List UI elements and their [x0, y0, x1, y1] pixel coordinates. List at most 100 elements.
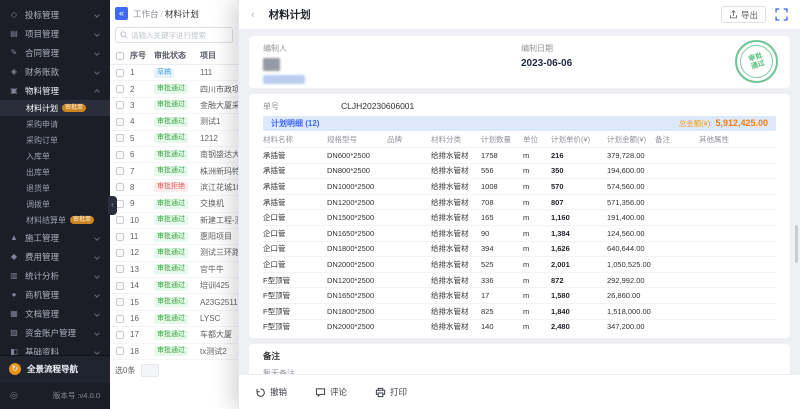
sidebar-group[interactable]: ● 商机管理 — [0, 285, 110, 304]
list-item[interactable]: 13 审批通过 官牛牛 — [110, 262, 238, 279]
row-checkbox[interactable] — [116, 68, 124, 77]
sidebar-subitem[interactable]: 调拨单 — [0, 196, 110, 212]
plan-card: 单号 CLJH20230606001 计划明细 (12) 总金额(¥): 5,9… — [249, 94, 790, 339]
collapse-sidebar-icon[interactable]: « — [115, 7, 128, 20]
sidebar-subitem[interactable]: 材料结算单 审批单 — [0, 212, 110, 228]
list-item[interactable]: 1 草稿 111 — [110, 65, 238, 82]
print-button[interactable]: 打印 — [375, 386, 407, 398]
undo-button[interactable]: 撤销 — [255, 386, 287, 398]
list-item[interactable]: 17 审批通过 车都大厦 — [110, 327, 238, 344]
sidebar-group-materials[interactable]: ▣ 物料管理 — [0, 81, 110, 100]
sidebar-subitem[interactable]: 采购订单 — [0, 132, 110, 148]
table-row[interactable]: F型顶管 DN1650*2500 给排水管材 17 m 1,580 26,860… — [263, 287, 776, 303]
list-item[interactable]: 11 审批通过 惠阳项目 — [110, 229, 238, 246]
sidebar-group-label: 基础资料 — [25, 346, 60, 357]
list-item[interactable]: 2 审批通过 四川市政项 — [110, 81, 238, 98]
sidebar-group[interactable]: ▤ 项目管理 — [0, 24, 110, 43]
cell-material-name: 承插管 — [263, 166, 286, 176]
pagination-button[interactable] — [141, 364, 160, 378]
sidebar-group[interactable]: ◆ 费用管理 — [0, 247, 110, 266]
sidebar-group[interactable]: ◇ 投标管理 — [0, 5, 110, 24]
list-item[interactable]: 6 审批通过 南钢盛达大 — [110, 147, 238, 164]
table-row[interactable]: F型顶管 DN2000*2500 给排水管材 140 m 2,480 347,2… — [263, 318, 776, 335]
material-table-body: 承插管 DN600*2500 给排水管材 1758 m 216 379,728.… — [263, 147, 776, 334]
table-row[interactable]: 承插管 DN800*2500 给排水管材 556 m 350 194,600.0… — [263, 162, 776, 179]
list-item[interactable]: 3 审批通过 金融大厦采 — [110, 98, 238, 115]
table-row[interactable]: 企口管 DN1500*2500 给排水管材 165 m 1,160 191,40… — [263, 209, 776, 225]
table-row[interactable]: F型顶管 DN1800*2500 给排水管材 825 m 1,840 1,518… — [263, 302, 776, 319]
status-badge: 审批通过 — [154, 280, 188, 291]
cell-spec: DN1800*2500 — [327, 306, 375, 316]
list-item[interactable]: 16 审批通过 LYSC — [110, 311, 238, 328]
list-item[interactable]: 15 审批通过 A23G2511 — [110, 294, 238, 311]
process-nav-button[interactable]: ↻ 全景流程导航 — [0, 355, 110, 381]
list-item[interactable]: 14 审批通过 培训425 — [110, 278, 238, 295]
row-checkbox[interactable] — [116, 232, 124, 241]
sidebar-group[interactable]: ▥ 统计分析 — [0, 266, 110, 285]
select-all-checkbox[interactable] — [116, 51, 124, 60]
cell-spec: DN2000*2500 — [327, 322, 375, 332]
export-button[interactable]: 导出 — [720, 6, 766, 23]
drawer-scrollbar[interactable] — [795, 225, 798, 263]
sidebar-subitem[interactable]: 采购申请 — [0, 116, 110, 132]
sidebar-subitem[interactable]: 出库单 — [0, 164, 110, 180]
table-row[interactable]: 企口管 DN1650*2500 给排水管材 90 m 1,384 124,560… — [263, 224, 776, 241]
row-checkbox[interactable] — [116, 199, 124, 208]
list-item[interactable]: 12 审批通过 测试三环路 — [110, 245, 238, 262]
cell-material-name: F型顶管 — [263, 306, 291, 316]
row-index: 11 — [130, 232, 139, 242]
row-checkbox[interactable] — [116, 134, 124, 143]
search-input[interactable] — [131, 30, 228, 40]
row-checkbox[interactable] — [116, 216, 124, 225]
row-checkbox[interactable] — [116, 248, 124, 257]
row-checkbox[interactable] — [116, 183, 124, 192]
sidebar-group-label: 文档管理 — [25, 308, 60, 319]
gear-icon[interactable]: ◎ — [10, 390, 18, 400]
comment-button[interactable]: 评论 — [315, 386, 347, 398]
selected-count: 选0条 — [115, 366, 136, 376]
row-checkbox[interactable] — [116, 117, 124, 126]
table-row[interactable]: 承插管 DN1000*2500 给排水管材 1008 m 570 574,560… — [263, 178, 776, 194]
breadcrumb-root[interactable]: 工作台 — [133, 8, 159, 19]
row-checkbox[interactable] — [116, 347, 124, 356]
row-checkbox[interactable] — [116, 150, 124, 159]
table-row[interactable]: 企口管 DN1800*2500 给排水管材 394 m 1,626 640,64… — [263, 240, 776, 257]
row-checkbox[interactable] — [116, 265, 124, 274]
sidebar-group[interactable]: ▧ 资金账户管理 — [0, 323, 110, 342]
drawer-collapse-icon[interactable]: ‹ — [251, 8, 255, 21]
list-item[interactable]: 5 审批通过 1212 — [110, 131, 238, 147]
row-checkbox[interactable] — [116, 314, 124, 323]
sidebar-group[interactable]: ◧ 基础资料 — [0, 342, 110, 357]
list-item[interactable]: 9 审批通过 交换机 — [110, 196, 238, 213]
sidebar-group[interactable]: ▲ 施工管理 — [0, 228, 110, 247]
sidebar-group[interactable]: ✎ 合同管理 — [0, 43, 110, 62]
table-row[interactable]: 企口管 DN2000*2500 给排水管材 525 m 2,001 1,050,… — [263, 256, 776, 272]
sidebar-subitem[interactable]: 材料计划 审批单 — [0, 100, 110, 116]
chevron-down-icon — [94, 253, 100, 260]
list-item[interactable]: 7 审批通过 株洲新玛特 — [110, 163, 238, 180]
list-item[interactable]: 4 审批通过 测试1 — [110, 114, 238, 131]
row-checkbox[interactable] — [116, 298, 124, 307]
list-item[interactable]: 10 审批通过 新建工程-测 — [110, 213, 238, 229]
chevron-down-icon — [94, 234, 100, 241]
sidebar-subitem[interactable]: 入库单 — [0, 148, 110, 164]
sidebar-group[interactable]: ◈ 财务账款 — [0, 62, 110, 81]
table-row[interactable]: 承插管 DN1200*2500 给排水管材 708 m 807 571,356.… — [263, 193, 776, 210]
list-item[interactable]: 18 审批通过 tx测试2 — [110, 344, 238, 361]
sidebar-subitem-label: 采购申请 — [26, 119, 58, 129]
sidebar-group[interactable]: ▦ 文档管理 — [0, 304, 110, 323]
row-checkbox[interactable] — [116, 330, 124, 339]
sidebar-collapse-handle[interactable]: ‹ — [108, 196, 117, 215]
cell-price: 807 — [551, 197, 564, 207]
fullscreen-icon[interactable] — [775, 8, 788, 21]
status-badge: 审批通过 — [154, 346, 188, 357]
table-row[interactable]: 承插管 DN600*2500 给排水管材 1758 m 216 379,728.… — [263, 147, 776, 163]
status-badge: 审批通过 — [154, 198, 188, 209]
row-checkbox[interactable] — [116, 281, 124, 290]
list-item[interactable]: 8 审批拒绝 滨江花城10 — [110, 180, 238, 197]
row-checkbox[interactable] — [116, 167, 124, 176]
row-checkbox[interactable] — [116, 85, 124, 94]
sidebar-subitem[interactable]: 退货单 — [0, 180, 110, 196]
table-row[interactable]: F型顶管 DN1200*2500 给排水管材 336 m 872 292,992… — [263, 271, 776, 288]
row-checkbox[interactable] — [116, 101, 124, 110]
